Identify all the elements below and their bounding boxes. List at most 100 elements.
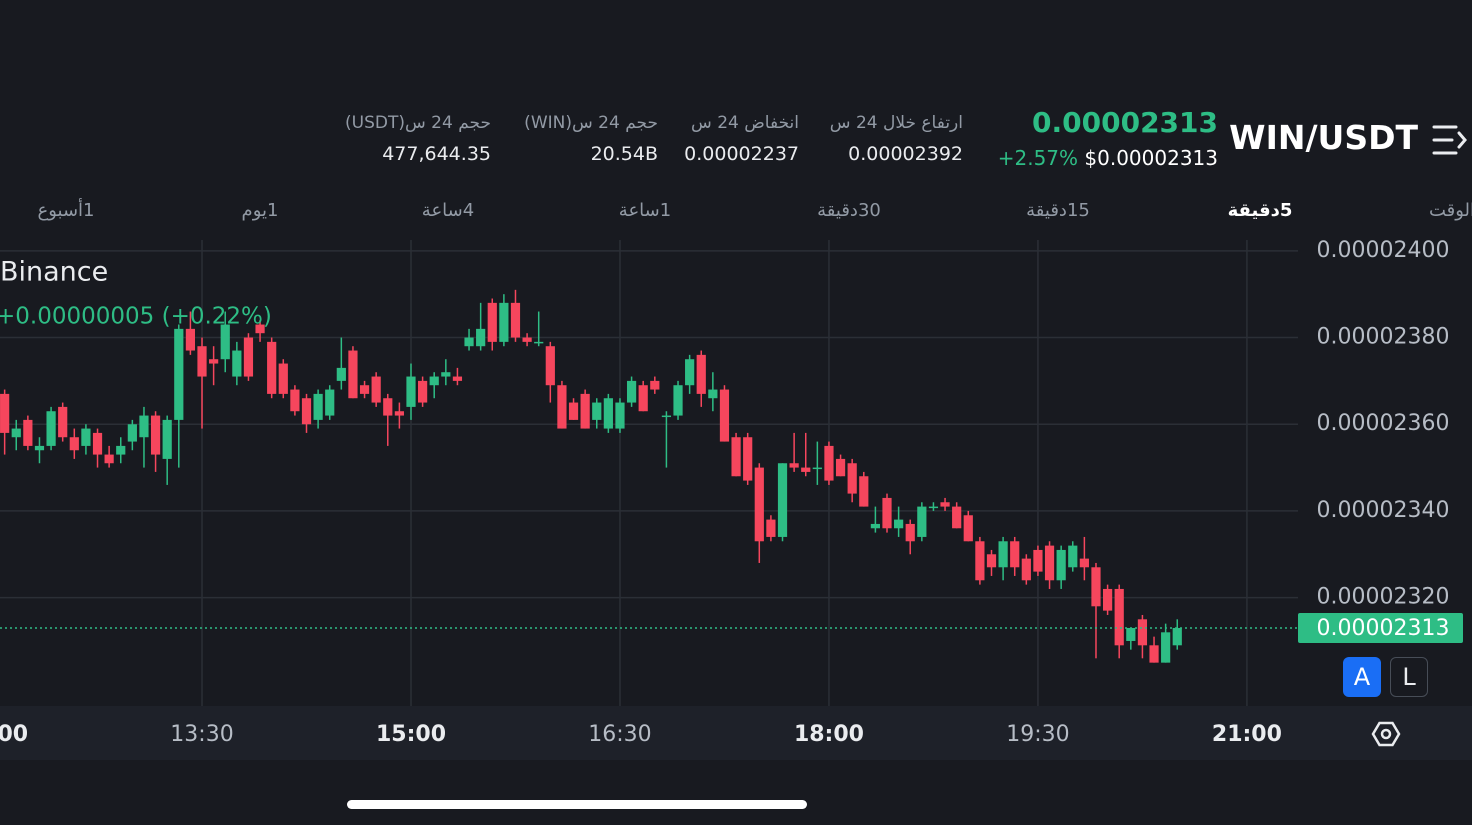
candle-body xyxy=(777,463,788,537)
candle-body xyxy=(1114,588,1124,646)
candle-body xyxy=(58,406,68,438)
candle-body xyxy=(23,419,33,446)
candle-body xyxy=(1161,632,1171,663)
y-tick-label: 0.00002380 xyxy=(1317,325,1450,350)
candle-body xyxy=(232,350,242,377)
stat-label: حجم 24 س(WIN) xyxy=(524,113,658,133)
timeframe-tab[interactable]: 1ساعة xyxy=(618,200,672,221)
candle-body xyxy=(952,506,962,529)
change-label: +0.00000005 (+0.22%) xyxy=(0,304,272,330)
x-tick-label: 19:30 xyxy=(1006,722,1069,747)
candle-body xyxy=(336,367,346,381)
x-tick-label: 18:00 xyxy=(794,722,864,747)
candle-body xyxy=(835,458,846,477)
candle-body xyxy=(255,324,265,334)
candle-body xyxy=(452,376,463,381)
home-indicator xyxy=(347,800,807,809)
candle-body xyxy=(127,424,137,442)
candle-body xyxy=(1068,545,1078,568)
candle-body xyxy=(476,328,486,347)
timeframe-tab[interactable]: الوقت xyxy=(1428,200,1472,221)
menu-icon[interactable] xyxy=(1432,124,1468,156)
candle-body xyxy=(34,445,45,451)
candle-body xyxy=(394,411,404,416)
candle-body xyxy=(998,541,1008,568)
stat-value: 20.54B xyxy=(590,143,658,165)
candle-body xyxy=(754,467,764,542)
candle-body xyxy=(882,497,892,529)
log-scale-button[interactable]: L xyxy=(1390,657,1428,697)
candle-body xyxy=(568,402,579,420)
candle-body xyxy=(894,519,904,529)
candle-body xyxy=(243,337,254,377)
candle-body xyxy=(626,380,637,403)
timeframe-tab[interactable]: 5دقيقة xyxy=(1227,200,1293,221)
candle-body xyxy=(603,398,613,429)
candle-body xyxy=(139,415,149,438)
candle-body xyxy=(220,324,230,360)
candle-body xyxy=(1091,567,1101,607)
candle-body xyxy=(301,398,312,425)
candle-body xyxy=(1033,549,1043,572)
change: +2.57% xyxy=(997,146,1079,170)
candle-body xyxy=(731,437,741,477)
timeframe-tab[interactable]: 30دقيقة xyxy=(817,200,881,221)
candle-body xyxy=(150,415,161,455)
candle-body xyxy=(801,467,811,472)
candle-body xyxy=(870,523,880,529)
pair[interactable]: WIN/USDT xyxy=(1229,118,1418,157)
candle-body xyxy=(1126,627,1136,641)
y-tick-label: 0.00002340 xyxy=(1317,498,1450,523)
last-price-label: 0.00002313 xyxy=(1317,616,1450,641)
candle-body xyxy=(441,372,451,377)
candle-body xyxy=(685,359,695,386)
y-tick-label: 0.00002360 xyxy=(1317,411,1450,436)
candle-body xyxy=(1137,619,1148,646)
candle-body xyxy=(499,302,509,342)
candle-body xyxy=(545,346,555,386)
candle-body xyxy=(905,523,915,542)
settings-icon[interactable] xyxy=(1371,721,1401,747)
candle-body xyxy=(1021,558,1031,581)
candle-body xyxy=(69,437,79,451)
candle-body xyxy=(696,354,706,394)
candle-body xyxy=(92,432,103,455)
timeframe-tab[interactable]: 1أسبوع xyxy=(37,200,95,221)
auto-scale-button[interactable]: A xyxy=(1343,657,1381,697)
candle-body xyxy=(278,363,288,394)
price-usd: $0.00002313 xyxy=(1084,146,1218,170)
candle-body xyxy=(661,415,672,418)
candle-body xyxy=(708,389,718,399)
candle-body xyxy=(1079,558,1089,568)
candle-body xyxy=(940,502,950,507)
candle-body xyxy=(1149,645,1159,663)
source-label: Binance xyxy=(0,257,108,288)
candle-body xyxy=(406,376,416,407)
candle-body xyxy=(592,402,602,420)
candle-body xyxy=(46,411,56,446)
timeframe-tab[interactable]: 15دقيقة xyxy=(1026,200,1090,221)
candle-body xyxy=(1172,627,1182,646)
last-price: 0.00002313 xyxy=(1032,106,1218,139)
candle-body xyxy=(429,376,439,386)
candle-body xyxy=(963,515,973,542)
stat-value: 477,644.35 xyxy=(382,143,491,165)
timeframe-tab[interactable]: 1يوم xyxy=(241,200,279,221)
candle-body xyxy=(464,337,474,347)
candle-body xyxy=(104,454,114,464)
timeframe-tab[interactable]: 4ساعة xyxy=(421,200,475,221)
candle-body xyxy=(928,506,939,509)
candle-body xyxy=(743,437,753,481)
candle-body xyxy=(290,389,300,412)
price-line: +2.57% $0.00002313 xyxy=(998,146,1218,170)
stat-value: 0.00002392 xyxy=(848,143,963,165)
x-axis-band xyxy=(0,706,1472,760)
candle-body xyxy=(859,476,869,507)
candle-body xyxy=(522,337,532,342)
candle-body xyxy=(487,302,497,342)
x-tick-label: 15:00 xyxy=(376,722,446,747)
candle-body xyxy=(1056,549,1066,581)
candle-body xyxy=(986,554,997,568)
